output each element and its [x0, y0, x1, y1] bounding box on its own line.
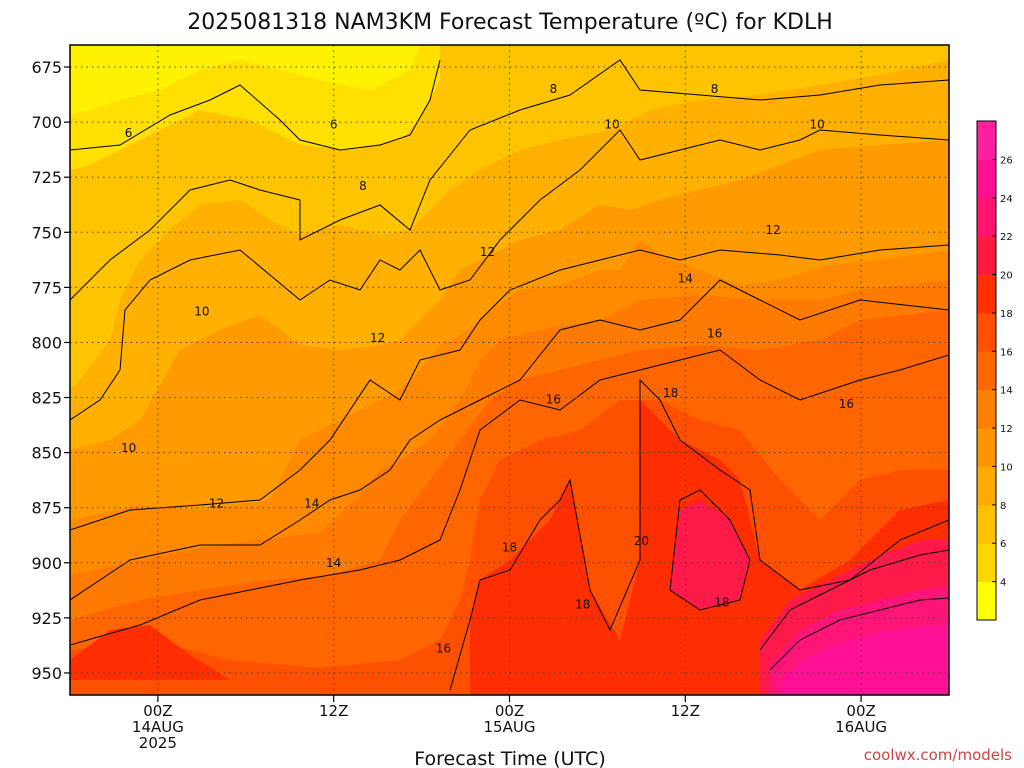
gridlines: [70, 45, 949, 695]
x-tick-label: 12Z: [671, 702, 700, 720]
colorbar-swatch: [977, 466, 996, 506]
contour-6: [70, 59, 441, 151]
colorbar-swatch: [977, 389, 996, 429]
contour-22: [769, 597, 949, 671]
contour-label: 18: [714, 595, 729, 609]
contour-20: [669, 489, 949, 651]
chart-title: 2025081318 NAM3KM Forecast Temperature (…: [187, 10, 833, 35]
colorbar-swatch: [977, 581, 996, 621]
y-tick-label: 775: [31, 278, 62, 297]
colorbar-swatch: [977, 159, 996, 199]
y-tick-label: 700: [31, 113, 62, 132]
x-tick-label: 2025: [139, 734, 177, 752]
contour-label: 6: [330, 117, 338, 131]
colorbar-swatch: [977, 121, 996, 160]
contour-label: 18: [575, 598, 590, 612]
x-tick-label: 00Z: [846, 702, 875, 720]
y-tick-label: 750: [31, 223, 62, 242]
contour-8: [70, 59, 949, 301]
contour-label: 12: [766, 223, 781, 237]
contour-label: 8: [359, 179, 367, 193]
y-tick-label: 875: [31, 499, 62, 518]
contour-label: 16: [707, 327, 722, 341]
x-tick-label: 00Z: [143, 702, 172, 720]
y-tick-label: 850: [31, 444, 62, 463]
contour-label: 8: [711, 82, 719, 96]
y-tick-label: 800: [31, 333, 62, 352]
colorbar-label: 20: [1000, 271, 1013, 282]
contour-label: 18: [663, 386, 678, 400]
colorbar: 4 6 8 10 12 14 16 18 20 22 24 26: [976, 120, 1013, 621]
x-tick-label: 00Z: [495, 702, 524, 720]
colorbar-label: 6: [1000, 539, 1006, 550]
contour-label: 14: [678, 272, 693, 286]
band-24-26: [780, 625, 949, 695]
colorbar-swatch: [977, 504, 996, 544]
contour-label: 12: [480, 245, 495, 259]
colorbar-label: 18: [1000, 309, 1013, 320]
colorbar-label: 22: [1000, 232, 1013, 243]
y-tick-label: 725: [31, 168, 62, 187]
contour-label: 16: [839, 397, 854, 411]
y-tick-label: 900: [31, 554, 62, 573]
contour-label: 18: [502, 540, 517, 554]
contour-labels: 6 6 8 8 8 10 10 10 10 12 12 12 12 14 14 14 16 16 16 16 18 18 1…: [121, 82, 854, 656]
contour-label: 8: [550, 82, 558, 96]
colorbar-swatch: [977, 312, 996, 352]
x-tick-label: 16AUG: [835, 718, 887, 736]
contour-label: 16: [546, 393, 561, 407]
source-credit: coolwx.com/models: [864, 746, 1012, 764]
colorbar-swatch: [977, 351, 996, 391]
contour-label: 16: [436, 642, 451, 656]
colorbar-swatch: [977, 428, 996, 467]
contour-16: [70, 349, 949, 646]
plot-area: [70, 45, 949, 695]
band-18-20: [70, 400, 949, 695]
contour-12: [70, 244, 949, 531]
y-tick-label: 950: [31, 664, 62, 683]
y-tick-label: 675: [31, 58, 62, 77]
contour-label: 6: [125, 126, 133, 140]
x-tick-label: 12Z: [319, 702, 348, 720]
y-axis: 675 700 725 750 775 800 825 850 875 900 925 950: [31, 58, 70, 683]
contour-label: 12: [370, 331, 385, 345]
x-tick-label: 15AUG: [484, 718, 536, 736]
colorbar-label: 4: [1000, 578, 1006, 589]
colorbar-swatch: [977, 236, 996, 276]
colorbar-swatch: [977, 543, 996, 583]
contour-label: 10: [194, 305, 209, 319]
colorbar-label: 16: [1000, 347, 1013, 358]
colorbar-swatch: [977, 274, 996, 314]
contour-14: [70, 279, 949, 601]
x-axis-label: Forecast Time (UTC): [414, 748, 605, 768]
contour-label: 12: [209, 496, 224, 510]
contour-label: 20: [634, 534, 649, 548]
contour-18: [449, 378, 949, 691]
colorbar-label: 14: [1000, 386, 1013, 397]
colorbar-swatch: [977, 197, 996, 237]
colorbar-label: 26: [1000, 155, 1013, 166]
contour-label: 14: [304, 496, 319, 510]
colorbar-label: 10: [1000, 462, 1013, 473]
x-tick-label: 14AUG: [132, 718, 184, 736]
colorbar-frame: [976, 120, 997, 621]
contour-lines: [70, 59, 949, 691]
y-tick-label: 925: [31, 609, 62, 628]
contour-label: 14: [326, 556, 341, 570]
colorbar-label: 24: [1000, 194, 1013, 205]
colorbar-label: 12: [1000, 424, 1013, 435]
contour-label: 10: [121, 441, 136, 455]
contour-label: 10: [604, 117, 619, 131]
contour-10: [70, 129, 949, 421]
contour-label: 10: [810, 117, 825, 131]
y-tick-label: 825: [31, 389, 62, 408]
colorbar-label: 8: [1000, 501, 1006, 512]
